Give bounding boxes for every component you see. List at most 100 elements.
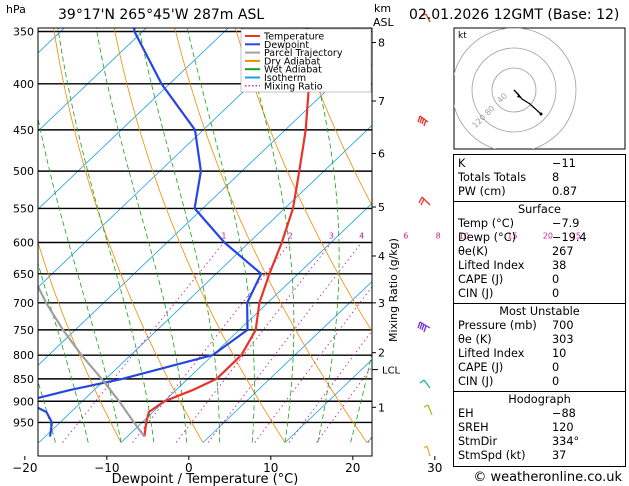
wet-adiabat-line <box>38 116 122 443</box>
index-key: Totals Totals <box>458 171 527 184</box>
index-value: 120 <box>552 421 574 434</box>
index-key: Pressure (mb) <box>458 319 537 332</box>
mixing-ratio-label: 15 <box>507 232 517 241</box>
isotherm-line <box>202 280 372 443</box>
wind-barb <box>418 196 431 206</box>
mixing-ratio-label: 2 <box>288 232 293 241</box>
hodograph-row: StmSpd (kt) 37 <box>458 449 621 463</box>
temperature-line <box>143 28 311 437</box>
dry-adiabat-line <box>295 28 372 207</box>
mixing-ratio-label: 4 <box>359 232 364 241</box>
hodograph-frame <box>453 27 626 150</box>
km-tick-label: 5 <box>378 201 385 214</box>
isotherm-line <box>38 28 65 54</box>
index-value: 334° <box>552 435 580 448</box>
index-key: CAPE (J) <box>458 361 504 374</box>
legend-label: Dewpoint <box>264 40 309 51</box>
mixing-ratio-label: 1 <box>221 232 226 241</box>
wet-adiabat-line <box>57 28 155 443</box>
datetime-title: 02.01.2026 12GMT (Base: 12) <box>409 7 619 23</box>
wind-barb <box>417 115 429 127</box>
index-key: SREH <box>458 421 489 434</box>
dry-adiabat-line <box>38 241 122 443</box>
index-key: EH <box>458 407 474 420</box>
divider <box>454 391 625 392</box>
dry-adiabat-line <box>53 28 204 443</box>
dry-adiabat-line <box>174 28 368 443</box>
mixing-ratio-label: 25 <box>571 232 581 241</box>
parcel-trajectory-line <box>38 284 146 438</box>
plot-frame <box>37 27 373 457</box>
legend-box <box>240 28 372 93</box>
mixing-ratio-axis-title: Mixing Ratio (g/kg) <box>387 238 400 342</box>
mixing-ratio-label: 10 <box>459 232 469 241</box>
wind-barb <box>419 379 431 389</box>
x-tick-label: 30 <box>427 461 442 475</box>
most-unstable-row: Lifted Index 10 <box>458 347 621 361</box>
isotherm-line <box>38 28 229 210</box>
pressure-axis: 3003504004505005506006507007508008509009… <box>13 25 34 429</box>
mixing-ratio-line <box>62 242 225 443</box>
x-axis-title: Dewpoint / Temperature (°C) <box>112 472 299 486</box>
most-unstable-row: Pressure (mb) 700 <box>458 319 621 333</box>
index-key: PW (cm) <box>458 185 506 198</box>
x-tick-label: 0 <box>185 461 193 475</box>
surface-row: Dewp (°C) −19.4 <box>458 231 621 245</box>
isotherm-line <box>38 28 147 132</box>
index-key: StmDir <box>458 435 498 448</box>
hodograph-row: SREH 120 <box>458 421 621 435</box>
index-value: −88 <box>552 407 576 420</box>
index-key: CAPE (J) <box>458 273 504 286</box>
km-tick-label: 6 <box>378 148 385 161</box>
index-value: 303 <box>552 333 574 346</box>
hodograph-unit-label: kt <box>458 31 467 41</box>
wind-barb <box>417 321 431 333</box>
most-unstable-row: CAPE (J) 0 <box>458 361 621 375</box>
wet-adiabat-line <box>241 28 295 443</box>
wind-barb <box>423 445 431 457</box>
wind-barb <box>420 13 431 23</box>
legend-label: Mixing Ratio <box>264 81 323 92</box>
isotherm-line <box>120 202 372 443</box>
index-value: 267 <box>552 245 574 258</box>
mixing-ratio-labels: 1 2 3 4 6 8 10 15 20 25 <box>221 232 581 241</box>
pressure-tick-label: 450 <box>13 124 34 137</box>
pressure-tick-label: 900 <box>13 395 34 408</box>
isotherm-line <box>38 124 372 443</box>
pressure-tick-label: 850 <box>13 373 34 386</box>
lcl-label: LCL <box>382 366 401 377</box>
hodograph-row: StmDir 334° <box>458 435 621 449</box>
index-value: 8 <box>552 171 560 184</box>
index-value: 0 <box>552 273 560 286</box>
most-unstable-row: CIN (J) 0 <box>458 375 621 389</box>
background-lines <box>38 28 372 443</box>
index-key: Temp (°C) <box>458 217 515 230</box>
credit-text: © weatheronline.co.uk <box>473 470 622 485</box>
km-tick-label: 8 <box>378 37 385 50</box>
surface-section-title: Surface <box>517 203 562 216</box>
pressure-tick-label: 400 <box>13 78 34 91</box>
pressure-tick-label: 700 <box>13 297 34 310</box>
hodograph-row: EH −88 <box>458 407 621 421</box>
legend-label: Temperature <box>263 32 324 43</box>
surface-row: Lifted Index 38 <box>458 259 621 273</box>
pressure-tick-label: 500 <box>13 165 34 178</box>
most-unstable-section-title: Most Unstable <box>499 305 580 318</box>
pressure-tick-label: 750 <box>13 324 34 337</box>
km-tick-label: 7 <box>378 95 385 108</box>
index-value: 38 <box>552 259 567 272</box>
index-key: StmSpd (kt) <box>458 449 526 462</box>
index-key: Lifted Index <box>458 259 525 272</box>
wet-adiabat-line <box>350 350 372 443</box>
pressure-tick-label: 350 <box>13 25 34 38</box>
index-key: Dewp (°C) <box>458 231 517 244</box>
km-tick-label: 1 <box>378 401 385 414</box>
dewpoint-line <box>38 28 263 437</box>
asl-unit-label: ASL <box>373 16 395 29</box>
pressure-tick-label: 550 <box>13 202 34 215</box>
mixing-ratio-label: 8 <box>436 232 441 241</box>
